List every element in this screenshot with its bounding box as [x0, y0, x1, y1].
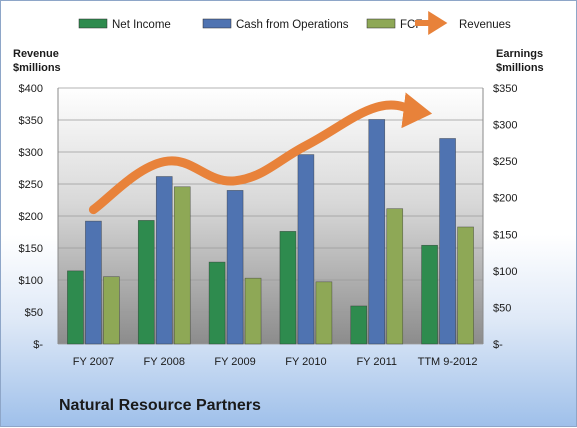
left-axis-title-line2: $millions — [13, 62, 61, 74]
left-axis-ticks: $- $50 $100 $150 $200 $250 $300 $350 $400 — [19, 83, 44, 351]
left-tick-label: $50 — [25, 307, 43, 319]
revenue-line — [88, 92, 433, 215]
right-axis-title-line1: Earnings — [496, 48, 544, 60]
left-tick-label: $400 — [19, 83, 43, 95]
left-tick-label: $- — [33, 339, 43, 351]
bar-net-income — [137, 220, 155, 345]
bar-cash-from-operations — [297, 154, 315, 345]
right-tick-label: $150 — [493, 229, 517, 241]
left-tick-label: $150 — [19, 243, 43, 255]
right-axis-title: Earnings $millions — [496, 47, 544, 75]
bar-fcf — [457, 226, 474, 345]
bar-fcf — [244, 277, 262, 345]
bar-fcf — [173, 186, 191, 345]
bar-cash-from-operations — [155, 176, 173, 345]
revenue-line-group — [88, 92, 433, 215]
right-tick-label: $- — [493, 339, 503, 351]
left-tick-label: $200 — [19, 211, 43, 223]
left-axis-title: Revenue $millions — [13, 47, 61, 75]
x-tick-label: TTM 9-2012 — [418, 356, 478, 368]
x-axis-labels: FY 2007 FY 2008 FY 2009 FY 2010 FY 2011 TTM 9… — [73, 356, 478, 368]
legend-label-net-income: Net Income — [112, 19, 171, 31]
bar-net-income — [350, 305, 368, 345]
x-tick-label: FY 2010 — [285, 356, 326, 368]
right-axis-ticks: $- $50 $100 $150 $200 $250 $300 $350 — [493, 83, 517, 351]
x-tick-label: FY 2007 — [73, 356, 114, 368]
legend: Net Income Cash from Operations FCF Revenue… — [78, 11, 511, 35]
left-tick-label: $250 — [19, 179, 43, 191]
bar-cash-from-operations — [439, 138, 456, 345]
right-axis-title-line2: $millions — [496, 62, 544, 74]
right-tick-label: $350 — [493, 83, 517, 95]
right-tick-label: $100 — [493, 266, 517, 278]
bar-cash-from-operations — [85, 220, 102, 345]
bar-fcf — [103, 276, 120, 345]
bar-net-income — [421, 244, 438, 345]
bar-cash-from-operations — [368, 119, 386, 345]
bar-cash-from-operations — [226, 190, 244, 345]
legend-swatch-cash-from-operations — [202, 18, 232, 29]
x-tick-label: FY 2008 — [144, 356, 185, 368]
bar-net-income — [208, 261, 226, 345]
legend-swatch-fcf — [366, 18, 396, 29]
bars-group — [67, 119, 474, 345]
bar-net-income — [67, 270, 84, 345]
legend-swatch-net-income — [78, 18, 108, 29]
right-tick-label: $50 — [493, 302, 511, 314]
legend-label-revenues: Revenues — [459, 19, 511, 31]
chart-title: Natural Resource Partners — [59, 397, 261, 414]
left-axis-title-line1: Revenue — [13, 48, 59, 60]
right-tick-label: $250 — [493, 156, 517, 168]
left-tick-label: $350 — [19, 115, 43, 127]
x-tick-label: FY 2011 — [356, 356, 397, 368]
right-tick-label: $200 — [493, 193, 517, 205]
right-tick-label: $300 — [493, 120, 517, 132]
legend-label-cash-from-operations: Cash from Operations — [236, 19, 349, 31]
bar-fcf — [386, 208, 404, 345]
left-tick-label: $300 — [19, 147, 43, 159]
bar-net-income — [279, 231, 297, 345]
left-tick-label: $100 — [19, 275, 43, 287]
bar-fcf — [315, 281, 333, 345]
gridlines — [57, 87, 484, 345]
x-tick-label: FY 2009 — [214, 356, 255, 368]
